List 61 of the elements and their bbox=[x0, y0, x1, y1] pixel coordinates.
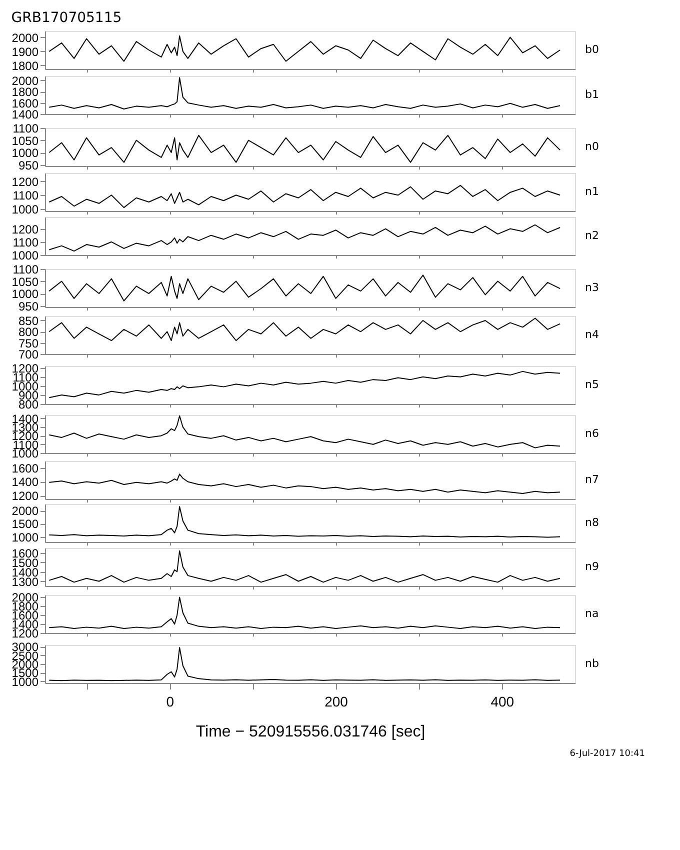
y-tick-label: 1800 bbox=[12, 58, 39, 73]
y-tick-label: 2000 bbox=[12, 504, 39, 518]
y-tick-label: 1200 bbox=[12, 174, 39, 189]
text: nb bbox=[585, 657, 599, 670]
text: n8 bbox=[585, 516, 599, 529]
line-series bbox=[48, 596, 561, 630]
line-series bbox=[48, 77, 561, 110]
line-series bbox=[48, 506, 561, 538]
y-tick-label: 950 bbox=[18, 299, 39, 314]
line-series bbox=[48, 550, 561, 583]
text: b1 bbox=[585, 88, 599, 101]
text: b0 bbox=[585, 43, 599, 56]
text: n6 bbox=[585, 427, 599, 440]
line-series bbox=[48, 415, 561, 448]
text: n5 bbox=[585, 378, 599, 391]
line-series bbox=[48, 274, 561, 302]
x-tick-label: 400 bbox=[490, 694, 514, 710]
y-tick-label: 850 bbox=[18, 314, 39, 328]
y-tick-label: 950 bbox=[18, 158, 39, 172]
y-tick-label: 1400 bbox=[12, 108, 39, 122]
y-tick-label: 1100 bbox=[12, 235, 39, 250]
chart-title: GRB170705115 bbox=[11, 10, 122, 26]
y-tick-label: 1100 bbox=[12, 262, 39, 276]
line-series bbox=[48, 318, 561, 342]
line-series bbox=[48, 35, 561, 62]
y-tick-label: 2000 bbox=[12, 74, 39, 88]
y-tick-label: 1000 bbox=[12, 287, 39, 302]
x-tick-label: 200 bbox=[324, 694, 348, 710]
y-tick-label: 1100 bbox=[12, 188, 39, 203]
text: na bbox=[585, 607, 599, 620]
y-tick-label: 1050 bbox=[12, 134, 39, 148]
y-tick-label: 1200 bbox=[12, 489, 39, 504]
x-axis-title: Time − 520915556.031746 [sec] bbox=[196, 724, 426, 740]
y-tick-label: 1000 bbox=[12, 146, 39, 160]
y-tick-label: 1900 bbox=[12, 44, 39, 59]
text: n0 bbox=[585, 140, 599, 153]
y-tick-label: 2000 bbox=[12, 30, 39, 45]
line-series bbox=[48, 224, 561, 252]
y-tick-label: 1500 bbox=[12, 517, 39, 532]
text: n7 bbox=[585, 473, 599, 486]
y-tick-label: 1000 bbox=[12, 530, 39, 544]
x-tick-label: 0 bbox=[166, 694, 174, 710]
y-tick-label: 1000 bbox=[12, 202, 39, 216]
y-tick-label: 1400 bbox=[12, 475, 39, 490]
y-tick-label: 1000 bbox=[12, 248, 39, 262]
y-tick-label: 1200 bbox=[12, 222, 39, 236]
y-tick-label: 700 bbox=[18, 348, 39, 362]
y-tick-label: 1100 bbox=[12, 122, 39, 136]
line-series bbox=[48, 647, 561, 682]
line-series bbox=[48, 474, 561, 494]
y-tick-label: 1050 bbox=[12, 274, 39, 289]
text: n3 bbox=[585, 281, 599, 294]
text: n2 bbox=[585, 229, 599, 242]
line-series bbox=[48, 184, 561, 208]
line-series bbox=[48, 370, 561, 398]
text: n1 bbox=[585, 185, 599, 198]
text: n4 bbox=[585, 328, 599, 341]
text: n9 bbox=[585, 560, 599, 573]
line-series bbox=[48, 134, 561, 163]
y-tick-label: 1600 bbox=[12, 461, 39, 476]
text: 6-Jul-2017 10:41 bbox=[570, 749, 645, 759]
